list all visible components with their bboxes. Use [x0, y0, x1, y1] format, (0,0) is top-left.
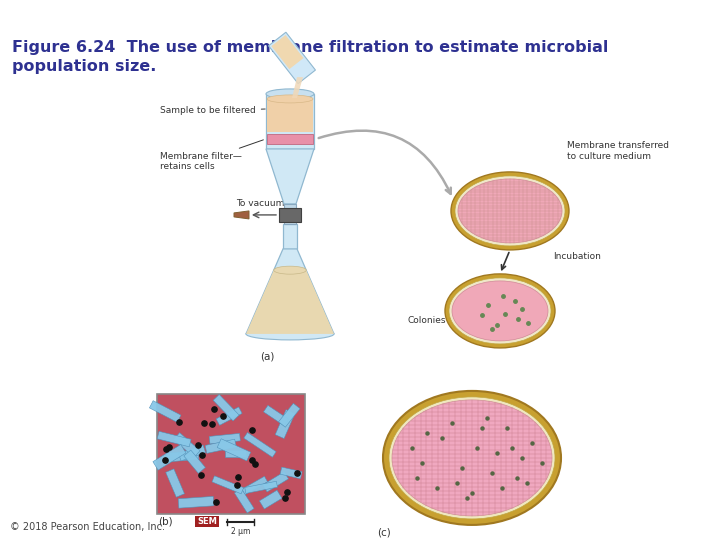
- Polygon shape: [269, 32, 315, 84]
- Polygon shape: [234, 211, 249, 219]
- Polygon shape: [264, 406, 289, 426]
- Text: Membrane filter—
retains cells: Membrane filter— retains cells: [160, 140, 264, 171]
- Ellipse shape: [449, 278, 551, 344]
- Polygon shape: [166, 469, 184, 497]
- Text: Membrane transferred
to culture medium: Membrane transferred to culture medium: [567, 141, 669, 161]
- Polygon shape: [213, 394, 239, 421]
- Polygon shape: [150, 401, 181, 422]
- Polygon shape: [212, 476, 243, 494]
- Polygon shape: [178, 496, 214, 508]
- Polygon shape: [279, 403, 300, 427]
- Text: (a): (a): [260, 352, 274, 362]
- Text: Colonies: Colonies: [407, 307, 487, 326]
- Polygon shape: [267, 99, 313, 132]
- Text: SEM: SEM: [197, 517, 217, 526]
- Text: 2 µm: 2 µm: [231, 527, 250, 536]
- Polygon shape: [157, 431, 191, 447]
- Polygon shape: [184, 450, 205, 474]
- FancyBboxPatch shape: [195, 516, 219, 527]
- Polygon shape: [284, 204, 296, 224]
- Polygon shape: [266, 94, 314, 149]
- Ellipse shape: [383, 391, 561, 525]
- Polygon shape: [263, 472, 289, 492]
- Polygon shape: [210, 434, 240, 444]
- Polygon shape: [217, 439, 251, 461]
- Polygon shape: [279, 208, 301, 222]
- Polygon shape: [205, 439, 236, 454]
- Polygon shape: [225, 450, 247, 457]
- Polygon shape: [259, 490, 282, 509]
- Polygon shape: [271, 35, 304, 69]
- Polygon shape: [244, 433, 276, 457]
- Ellipse shape: [389, 397, 555, 519]
- Text: To vacuum: To vacuum: [236, 199, 284, 208]
- Polygon shape: [292, 77, 303, 98]
- Polygon shape: [174, 433, 200, 457]
- Polygon shape: [266, 149, 314, 204]
- Polygon shape: [166, 451, 199, 462]
- Polygon shape: [267, 134, 313, 144]
- Polygon shape: [283, 224, 297, 249]
- Ellipse shape: [246, 328, 334, 340]
- Ellipse shape: [267, 95, 313, 103]
- Ellipse shape: [392, 400, 552, 516]
- Polygon shape: [275, 410, 295, 438]
- Text: Sample to be filtered: Sample to be filtered: [160, 106, 265, 116]
- Ellipse shape: [452, 281, 548, 341]
- Ellipse shape: [445, 274, 555, 348]
- Polygon shape: [280, 467, 302, 479]
- FancyBboxPatch shape: [157, 394, 305, 514]
- Polygon shape: [246, 249, 334, 334]
- Polygon shape: [242, 476, 268, 495]
- Polygon shape: [153, 444, 186, 470]
- Ellipse shape: [266, 89, 314, 99]
- Ellipse shape: [455, 176, 565, 246]
- Polygon shape: [179, 445, 206, 461]
- Text: Incubation: Incubation: [553, 252, 601, 261]
- Polygon shape: [245, 481, 277, 494]
- Ellipse shape: [451, 172, 569, 250]
- Polygon shape: [216, 407, 242, 426]
- Ellipse shape: [274, 266, 306, 274]
- Text: Figure 6.24  The use of membrane filtration to estimate microbial
population siz: Figure 6.24 The use of membrane filtrati…: [12, 40, 608, 74]
- Ellipse shape: [458, 179, 562, 243]
- Text: © 2018 Pearson Education, Inc.: © 2018 Pearson Education, Inc.: [10, 522, 165, 532]
- Text: (c): (c): [377, 528, 391, 538]
- Polygon shape: [246, 270, 334, 334]
- Polygon shape: [235, 489, 254, 513]
- Text: (b): (b): [158, 517, 173, 527]
